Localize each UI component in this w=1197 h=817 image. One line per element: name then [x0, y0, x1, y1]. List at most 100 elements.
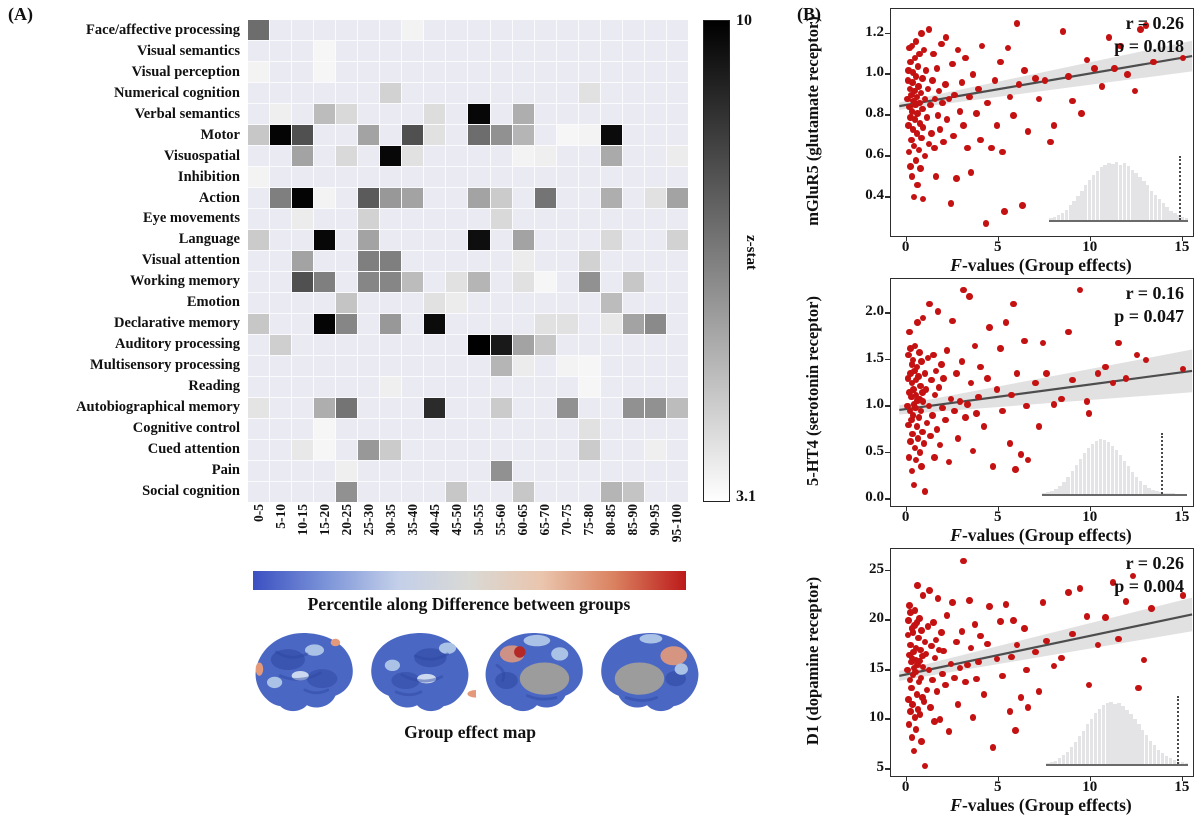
heatmap-cell [468, 230, 490, 250]
scatter-point [980, 691, 988, 698]
heatmap-cell [292, 293, 314, 313]
regression-line [899, 369, 1193, 411]
scatter-point [1010, 617, 1017, 624]
heatmap-cell [358, 167, 380, 187]
heatmap-cell [292, 482, 314, 502]
heatmap-cell [490, 20, 512, 40]
histogram-bar [1117, 703, 1121, 764]
scatter-point [1039, 599, 1047, 606]
scatter-point [905, 67, 912, 74]
heatmap-cell [402, 461, 424, 481]
heatmap-cell [622, 188, 644, 208]
heatmap-cell [380, 440, 402, 460]
scatter-point [908, 684, 915, 692]
scatter-point [1024, 704, 1032, 711]
heatmap-cell [358, 125, 380, 145]
histogram-bar [1130, 471, 1135, 494]
heatmap-cell [380, 272, 402, 292]
scatter-point [1006, 708, 1014, 715]
histogram-bar [1101, 705, 1105, 764]
heatmap-cell [402, 188, 424, 208]
scatter-point [907, 345, 914, 352]
x-tick-label: 5 [993, 509, 1002, 525]
heatmap-cell [424, 251, 446, 271]
heatmap-cell [314, 419, 336, 439]
scatter-point [921, 95, 929, 103]
heatmap-cell [270, 377, 292, 397]
heatmap-cell [270, 104, 292, 124]
heatmap-col-label: 60-65 [515, 504, 530, 536]
heatmap-cell [358, 83, 380, 103]
heatmap-cell [446, 209, 468, 229]
heatmap-cell [666, 167, 688, 187]
heatmap-row-label: Reading [188, 377, 240, 394]
heatmap-cell [248, 377, 270, 397]
heatmap-cell [248, 188, 270, 208]
heatmap-cell [556, 335, 578, 355]
heatmap-cell [248, 209, 270, 229]
heatmap-cell [380, 377, 402, 397]
scatter-point [923, 686, 931, 693]
histogram-bar [1053, 216, 1057, 221]
heatmap-cell [270, 20, 292, 40]
heatmap-col-label: 5-10 [273, 504, 288, 529]
scatter-point [935, 384, 943, 391]
scatter-point [918, 134, 925, 142]
heatmap-cell [578, 104, 600, 124]
heatmap-cell [512, 335, 534, 355]
scatter-point [917, 89, 925, 97]
scatter-point [1078, 110, 1085, 117]
heatmap-col-label: 30-35 [383, 504, 398, 536]
heatmap-cell [644, 377, 666, 397]
histogram-bar [1121, 706, 1125, 764]
scatter-point [999, 148, 1006, 156]
heatmap-cell [512, 104, 534, 124]
heatmap-cell [468, 167, 490, 187]
heatmap-cell [424, 314, 446, 334]
heatmap-cell [578, 167, 600, 187]
x-tick-mark [997, 776, 1000, 781]
heatmap-cell [666, 62, 688, 82]
heatmap-cell [402, 419, 424, 439]
scatter-point [984, 99, 991, 107]
x-tick-mark [1181, 776, 1184, 781]
heatmap-cell [556, 440, 578, 460]
heatmap-cell [468, 398, 490, 418]
scatter-point [914, 582, 921, 589]
heatmap-cell [600, 41, 622, 61]
heatmap-cell [644, 335, 666, 355]
scatter-point [1133, 351, 1141, 359]
scatter-point [918, 358, 925, 365]
scatter-point [947, 395, 955, 403]
heatmap-cell [578, 377, 600, 397]
heatmap-cell [402, 125, 424, 145]
confidence-band [899, 349, 1193, 415]
x-tick-mark [1181, 506, 1184, 511]
brain-map-right-medial [592, 622, 706, 725]
brain-patch [438, 642, 457, 654]
heatmap-cell [248, 41, 270, 61]
heatmap-cell [402, 440, 424, 460]
scatter-point [908, 416, 915, 424]
scatter-point [912, 456, 920, 464]
histogram-bar [1133, 718, 1137, 764]
scatter-point [910, 648, 917, 656]
scatter-point [949, 599, 956, 606]
scatter-point [953, 638, 960, 646]
heatmap-row-label: Visual attention [141, 252, 240, 269]
heatmap-cell [446, 482, 468, 502]
heatmap-cell [270, 293, 292, 313]
heatmap-cell [292, 314, 314, 334]
heatmap-cell [512, 146, 534, 166]
heatmap-row-label: Action [198, 189, 240, 206]
scatter-point [940, 138, 947, 146]
heatmap-col-label: 50-55 [471, 504, 486, 536]
scatter-point [971, 621, 979, 628]
heatmap-cell [358, 104, 380, 124]
heatmap-cell [468, 83, 490, 103]
x-tick-label: 15 [1174, 779, 1190, 795]
scatter-point [926, 300, 933, 308]
scatter-point [919, 389, 926, 396]
scatter-point [934, 308, 942, 315]
histogram-bar [1062, 481, 1066, 494]
